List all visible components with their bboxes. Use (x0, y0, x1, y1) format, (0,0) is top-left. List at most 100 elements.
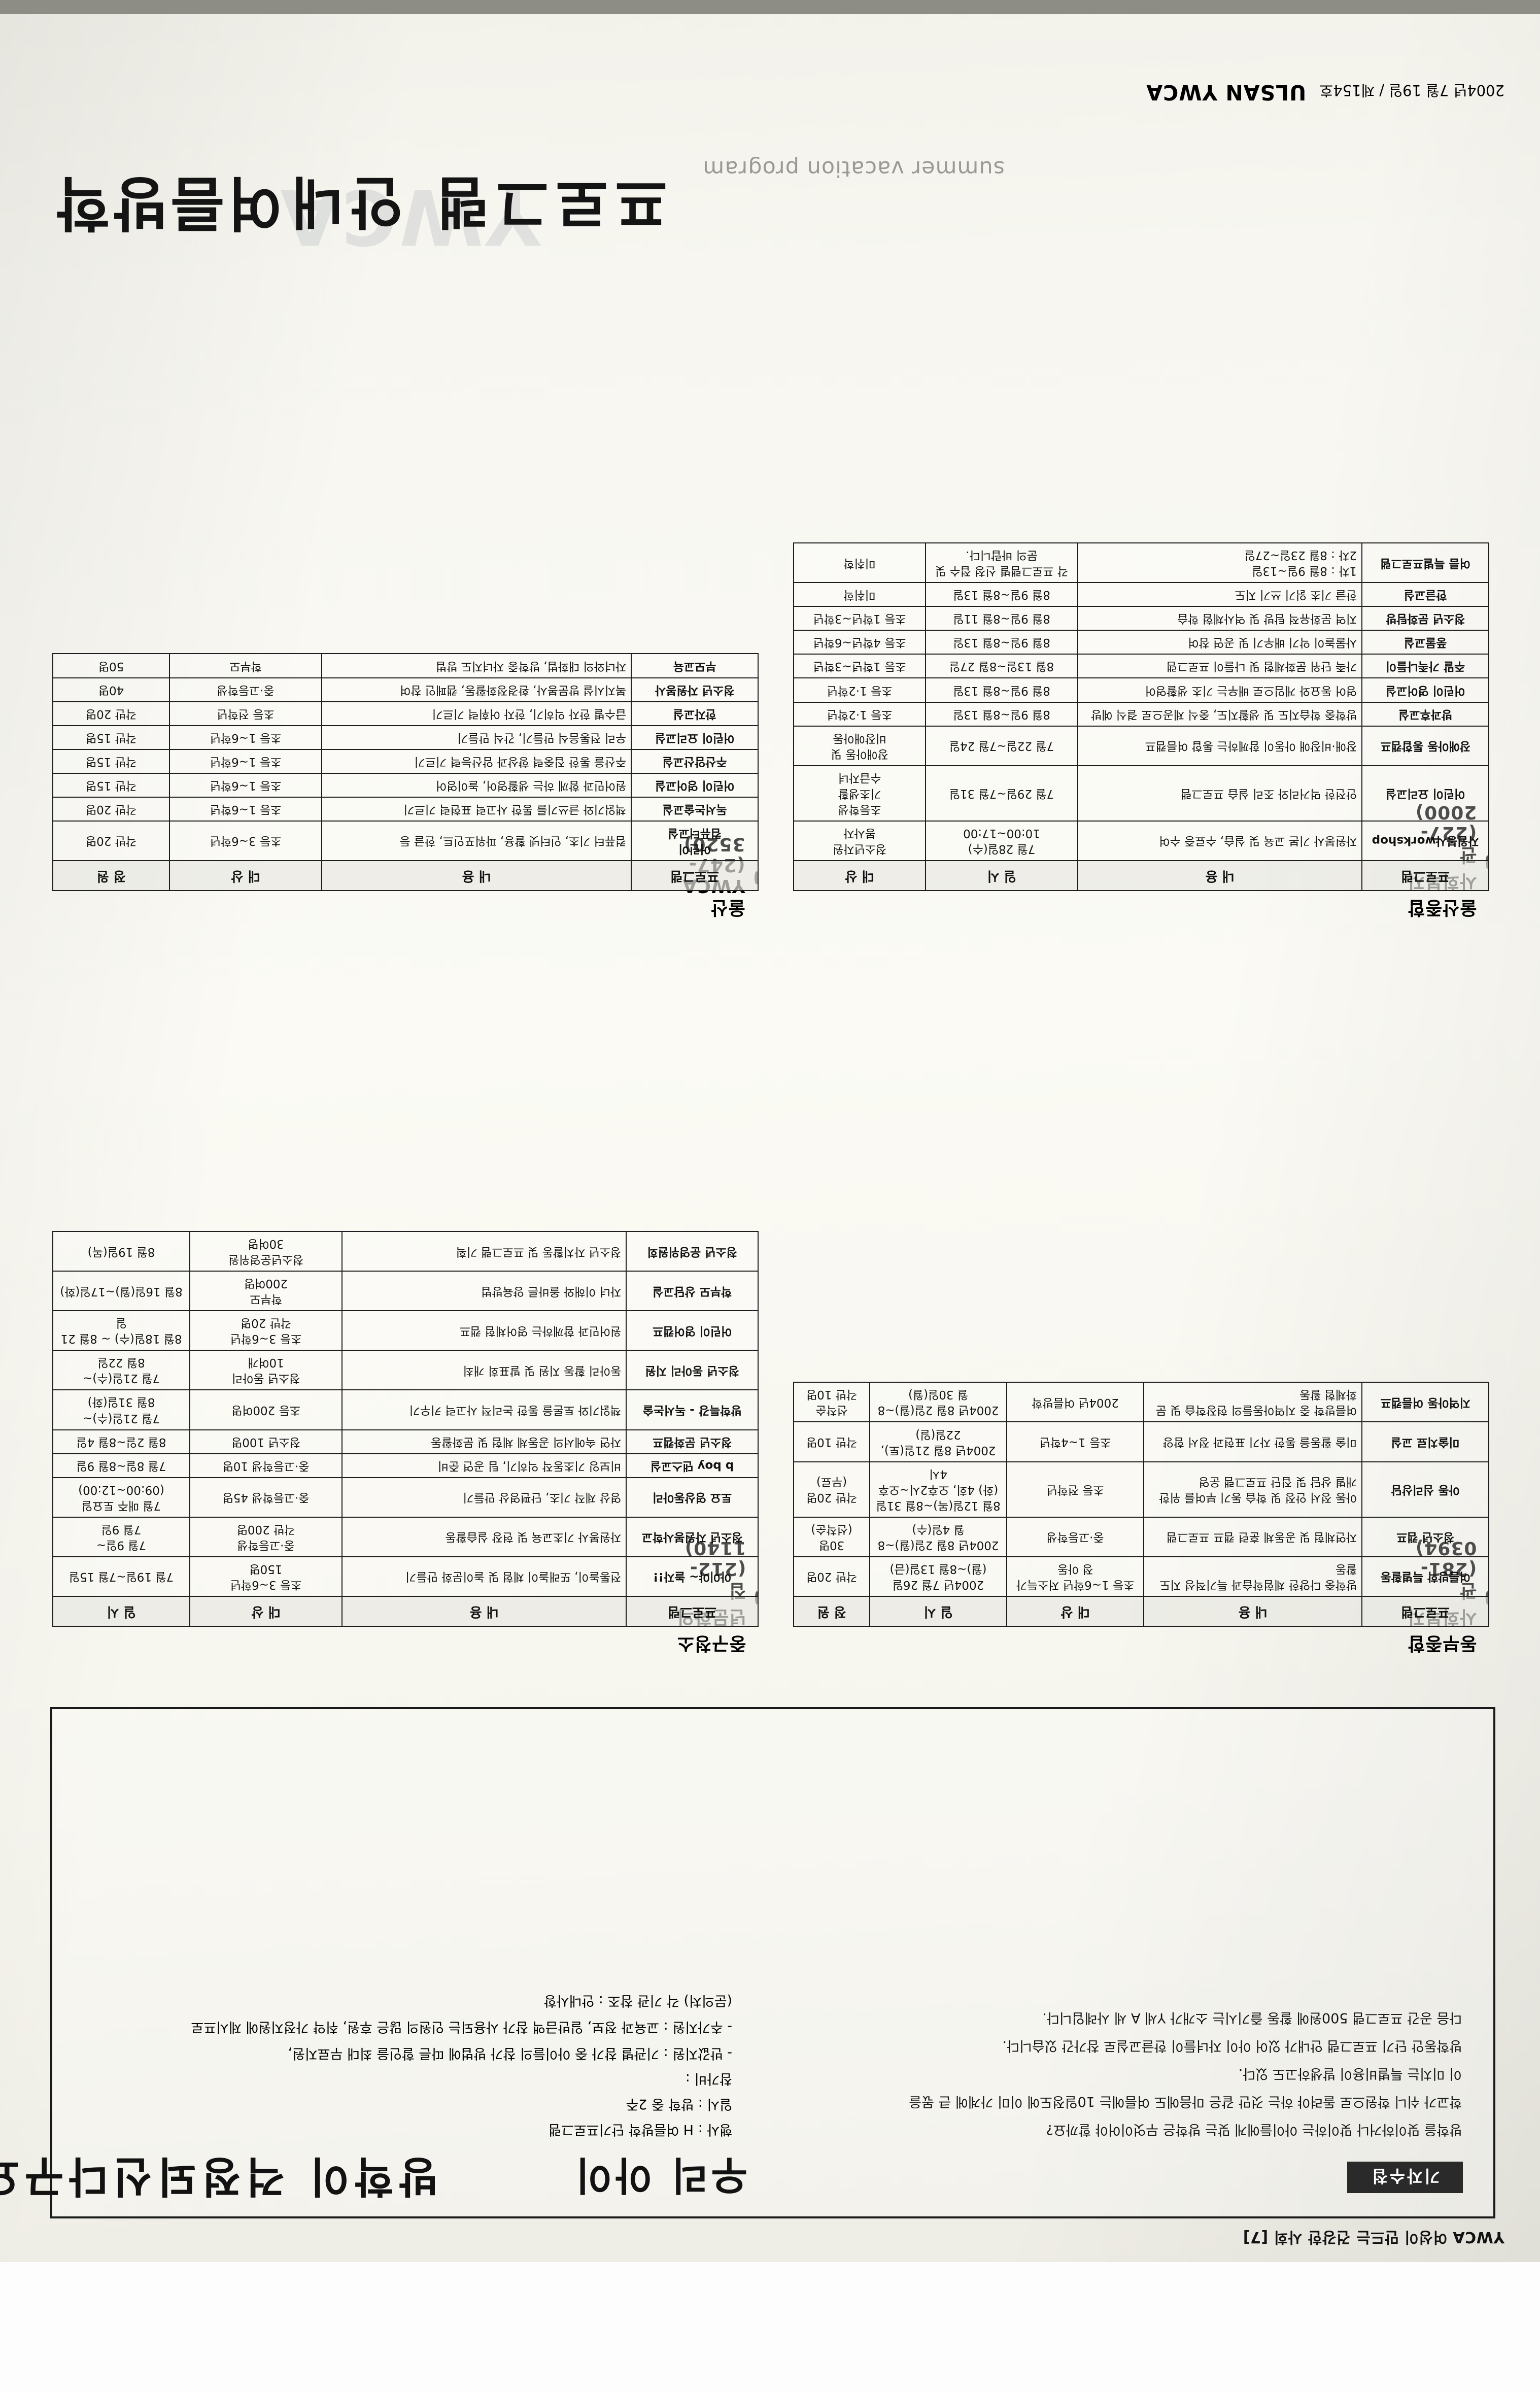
table-cell: 어린이 요리교실 (1362, 765, 1489, 821)
table-cell: 각반 15명 (53, 749, 169, 773)
table-cell: 청소년 자원봉사 (631, 677, 758, 702)
table-cell: 토요 영상동아리 (626, 1477, 758, 1517)
running-head: YWCA 여성이 만드는 건강한 사회 [7] (1243, 2228, 1504, 2246)
table-row: 학부모 상담교실 자녀 이해와 올바른 양육방법 학부모 200여명 8월 16일(월)… (53, 1271, 758, 1311)
table-cell: 미취학 (794, 543, 926, 583)
table-cell: 8월 9일~8월 13일 (926, 583, 1078, 607)
table-cell: 한글교실 (1362, 583, 1489, 607)
table-cell: 각반 10명 (794, 1422, 870, 1462)
table-row: 방과후교실 방학중 학습지도 및 생활지도, 중식 제공으로 결식 예방 8월 9일… (794, 702, 1489, 726)
col-content: 내 용 (322, 860, 631, 891)
table-row: 어린이 컴퓨터교실 컴퓨터 기초, 인터넷 활용, 파워포인트, 한글 등 초등 3~… (53, 821, 758, 861)
table-cell: 자연 속에서의 공동체 체험 및 문화활동 (342, 1429, 626, 1454)
table-cell: 아이야~ 놀자!! (626, 1556, 758, 1596)
table-cell: 급수별 한자 익히기, 한자 어휘력 기르기 (322, 701, 631, 726)
table-row: 독서논술교실 책읽기와 글쓰기를 통한 사고력 표현력 기르기 초등 1~6학년 각반… (53, 797, 758, 821)
table-cell: 초등 200여명 (190, 1390, 342, 1430)
table-cell: 8월 9일~8월 13일 (926, 630, 1078, 655)
table-cell: 원어민과 함께하는 영어체험 캠프 (342, 1311, 626, 1351)
col-content: 내 용 (342, 1596, 626, 1626)
table-cell: 청소년 자원봉사학교 (626, 1517, 758, 1557)
table-row: 어린이 영어교실 영어 동요와 게임으로 배우는 기초 생활영어 8월 9일~8월 … (794, 678, 1489, 702)
table-cell: 주말 가족나들이 (1362, 654, 1489, 678)
table-cell: 중·고등학생 10명 (190, 1453, 342, 1478)
table-cell: 청소년자원 봉사자 (794, 821, 926, 861)
table-row: 아이야~ 놀자!! 전통놀이, 또래놀이 체험 및 놀이문화 만들기 초등 3~6학… (53, 1556, 758, 1596)
table-cell: 풍물교실 (1362, 630, 1489, 655)
table-cell: 방학중 다양한 체험학습과 특기적성 지도활동 (1144, 1556, 1362, 1596)
table-cell: 초등 4학년~6학년 (794, 630, 926, 655)
col-datetime: 일 시 (870, 1596, 1007, 1626)
table-cell: 아동 정서 안정 및 학습 동기 부여를 위한 개별 상담 및 집단 프로그램 … (1144, 1461, 1362, 1517)
table-cell: 50명 (53, 654, 169, 678)
table-cell: 8월 12일(목)~8월 31일(화) 4회, 오후2시~오후4시 (870, 1461, 1007, 1517)
table-cell: 2004년 8월 2일(월)~8월 4일(수) (870, 1517, 1007, 1557)
table-cell: 청소년 캠프 (1362, 1517, 1489, 1557)
masthead-subtitle-en: summer vacation program (702, 156, 1005, 181)
table-cell: 지역 문화유적 탐방 및 역사체험 학습 (1078, 606, 1362, 631)
table-row: 장애아동 통합캠프 장애·비장애 아동이 함께하는 통합 여름캠프 7월 22일~7… (794, 726, 1489, 766)
col-target: 대 상 (190, 1596, 342, 1626)
table-cell: 중·고등학생 45명 (190, 1477, 342, 1517)
table-cell: 부모교육 (631, 654, 758, 678)
table-cell: 청소년운영위원 30여명 (190, 1232, 342, 1272)
table-cell: 8월 9일~8월 13일 (926, 702, 1078, 726)
table-cell: 여름방학 중 지역아동들의 현장학습 및 문화체험 활동 (1144, 1382, 1362, 1422)
table-ulsan-ywca: 프로그램 내 용 대 상 정 원 어린이 컴퓨터교실 컴퓨터 기초, 인터넷 활용,… (52, 653, 759, 891)
col-program: 프로그램 (631, 860, 758, 891)
table-row: 여름 특별프로그램 1차 : 8월 9일~13일 2차 : 8월 23일~27일 각 … (794, 543, 1489, 583)
table-cell: 초등 1~4학년 (1007, 1422, 1144, 1462)
col-content: 내 용 (1144, 1596, 1362, 1626)
table-row: 청소년 문화탐방 지역 문화유적 탐방 및 역사체험 학습 8월 9일~8월 11일… (794, 606, 1489, 631)
table-cell: 아동 심리상담 (1362, 1461, 1489, 1517)
table-cell: 한자교실 (631, 701, 758, 726)
table-cell: 중·고등학생 각반 200명 (190, 1517, 342, 1557)
table-cell: 원어민과 함께 하는 생활영어, 놀이영어 (322, 773, 631, 797)
table-cell: 각반 20명 (53, 797, 169, 821)
table-cell: 여름 특별프로그램 (1362, 543, 1489, 583)
table-cell: 장애·비장애 아동이 함께하는 통합 여름캠프 (1078, 726, 1362, 766)
table-cell: 청소년 문화탐방 (1362, 606, 1489, 631)
article-note-3: - 반값지원 : 기관별 참가 중 아이들의 참가 방법에 따른 할인을 최대 … (288, 2045, 732, 2061)
table-row: 미술치료 교실 미술 활동을 통한 자기 표현과 정서 함양 초등 1~4학년 200… (794, 1422, 1489, 1462)
table-cell: 8월 2일~8월 4일 (53, 1429, 190, 1454)
table-row: 토요 영상동아리 영상 제작 기초, 단편영상 만들기 중·고등학생 45명 7월 매… (53, 1477, 758, 1517)
table-cell: 2004년 8월 2일(월)~8월 30일(월) (870, 1382, 1007, 1422)
table-cell: 청소년 자치활동 및 프로그램 기획 (342, 1232, 626, 1272)
table-cell: 각반 20명 (무료) (794, 1461, 870, 1517)
table-cell: 자원봉사 기본 교육 및 실습, 수료증 수여 (1078, 821, 1362, 861)
scanner-top-edge (0, 0, 1540, 15)
footer-brand: ULSAN YWCA (1146, 80, 1307, 105)
table-body: 여름방학 특별활동 방학중 다양한 체험학습과 특기적성 지도활동 초등 1~6학년… (794, 1382, 1489, 1596)
table-cell: 7월 21일(수)~ 8월 22일 (53, 1350, 190, 1390)
article-title-left: 우리 아이 (572, 2152, 747, 2198)
article-paragraph-0: 방학을 맞이하거나 맞이하는 아이들에게 맞는 방학은 무엇이어야 할까요? (1046, 2122, 1462, 2137)
table-cell: 7월 21일(수)~ 8월 31일(화) (53, 1390, 190, 1430)
col-capacity: 정 원 (794, 1596, 870, 1626)
table-row: 청소년 자원봉사학교 자원봉사 기초교육 및 현장 실습활동 중·고등학생 각반 20… (53, 1517, 758, 1557)
col-target: 대 상 (794, 860, 926, 891)
article-note-2: 참가비 : (685, 2071, 732, 2087)
table-cell: 초등 1·2학년 (794, 702, 926, 726)
table-cell: 미취학 (794, 583, 926, 607)
table-cell: 초등 1~6학년 저소득가정 아동 (1007, 1556, 1144, 1596)
table-cell: 주산을 통한 집중력 향상과 암산능력 기르기 (322, 749, 631, 773)
table-cell: 초등학생 기초생활 수급자녀 (794, 765, 926, 821)
table-cell: 선착순 각반 10명 (794, 1382, 870, 1422)
table-cell: b boy 댄스교실 (626, 1453, 758, 1478)
table-cell: 초등 1~6학년 (169, 797, 322, 821)
article-box: 기자수첩 우리 아이 방학이 걱정되신다구요? 방학을 맞이하거나 맞이하는 아… (0, 1707, 1495, 2218)
table-cell: 컴퓨터 기초, 인터넷 활용, 파워포인트, 한글 등 (322, 821, 631, 861)
table-cell: 8월 16일(월)~17일(화) (53, 1271, 190, 1311)
table-cell: 사물놀이 악기 배우기 및 공연 참여 (1078, 630, 1362, 655)
table-cell: 2004년 8월 21일(토), 22일(일) (870, 1422, 1007, 1462)
table-cell: 7월 9일~ 7월 9일 (53, 1517, 190, 1557)
masthead: YWCA summer vacation program 프로그램 안내 여름방… (53, 128, 1464, 260)
footer-issue: 2004년 7월 19일 / 제154호 (1319, 82, 1504, 99)
table-header-row: 프로그램 내 용 일 시 대 상 (794, 860, 1489, 891)
col-program: 프로그램 (1362, 1596, 1489, 1626)
table-cell: 비보잉 기초동작 익히기, 팀 공연 준비 (342, 1453, 626, 1478)
table-cell: 청소년 100명 (190, 1429, 342, 1454)
table-cell: 8월 9일~8월 13일 (926, 678, 1078, 702)
